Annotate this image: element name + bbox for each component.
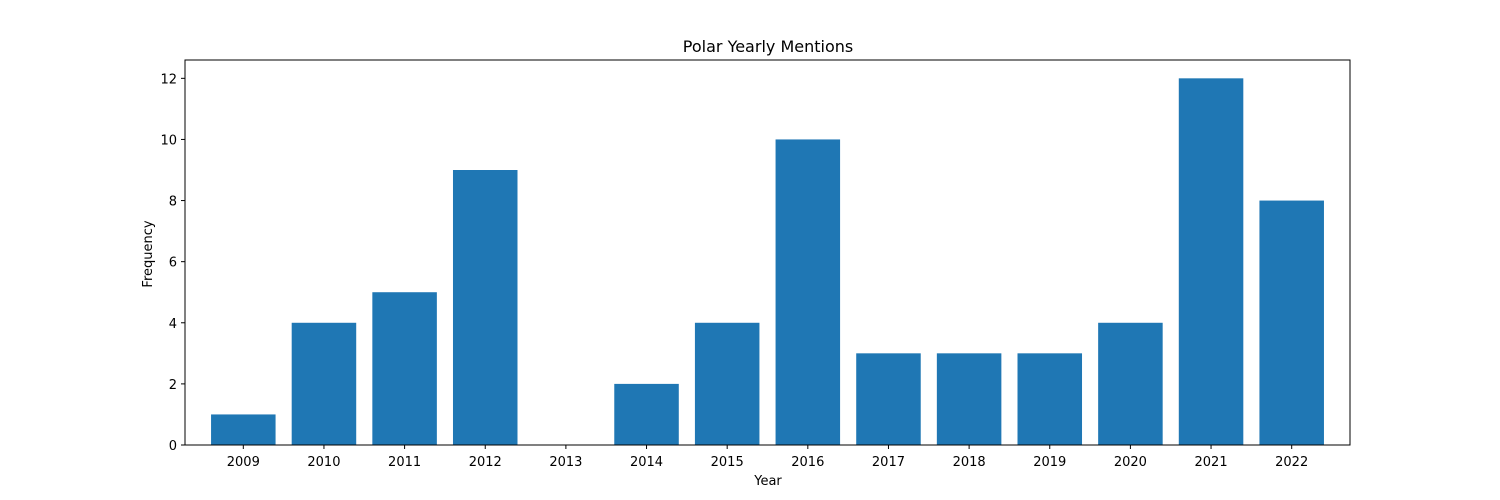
bar-2011: [372, 292, 437, 445]
y-axis-title: Frequency: [141, 220, 156, 287]
y-tick-label-4: 4: [169, 317, 177, 332]
x-tick-label-2009: 2009: [227, 455, 260, 470]
x-tick-label-2017: 2017: [872, 455, 905, 470]
bar-2010: [292, 323, 357, 445]
bar-2017: [856, 353, 921, 445]
bar-2009: [211, 414, 276, 445]
x-tick-label-2019: 2019: [1033, 455, 1066, 470]
x-tick-label-2013: 2013: [549, 455, 582, 470]
bar-2022: [1259, 201, 1324, 445]
x-tick-label-2020: 2020: [1114, 455, 1147, 470]
chart-title: Polar Yearly Mentions: [683, 37, 853, 56]
bar-2021: [1179, 78, 1244, 445]
x-tick-label-2014: 2014: [630, 455, 663, 470]
bar-2014: [614, 384, 679, 445]
x-tick-label-2015: 2015: [711, 455, 744, 470]
bar-2019: [1018, 353, 1083, 445]
x-tick-label-2021: 2021: [1195, 455, 1228, 470]
x-tick-label-2011: 2011: [388, 455, 421, 470]
x-tick-label-2022: 2022: [1275, 455, 1308, 470]
bar-2015: [695, 323, 760, 445]
y-tick-label-0: 0: [169, 439, 177, 454]
x-tick-label-2012: 2012: [469, 455, 502, 470]
x-axis-title: Year: [753, 474, 782, 489]
bar-2020: [1098, 323, 1163, 445]
y-tick-label-8: 8: [169, 195, 177, 210]
bar-2016: [776, 139, 841, 445]
x-tick-label-2010: 2010: [307, 455, 340, 470]
y-tick-label-10: 10: [160, 133, 177, 148]
x-tick-label-2016: 2016: [791, 455, 824, 470]
bar-2018: [937, 353, 1002, 445]
y-tick-label-2: 2: [169, 378, 177, 393]
y-tick-label-12: 12: [160, 72, 177, 87]
x-tick-label-2018: 2018: [953, 455, 986, 470]
y-tick-label-6: 6: [169, 256, 177, 271]
bar-2012: [453, 170, 518, 445]
